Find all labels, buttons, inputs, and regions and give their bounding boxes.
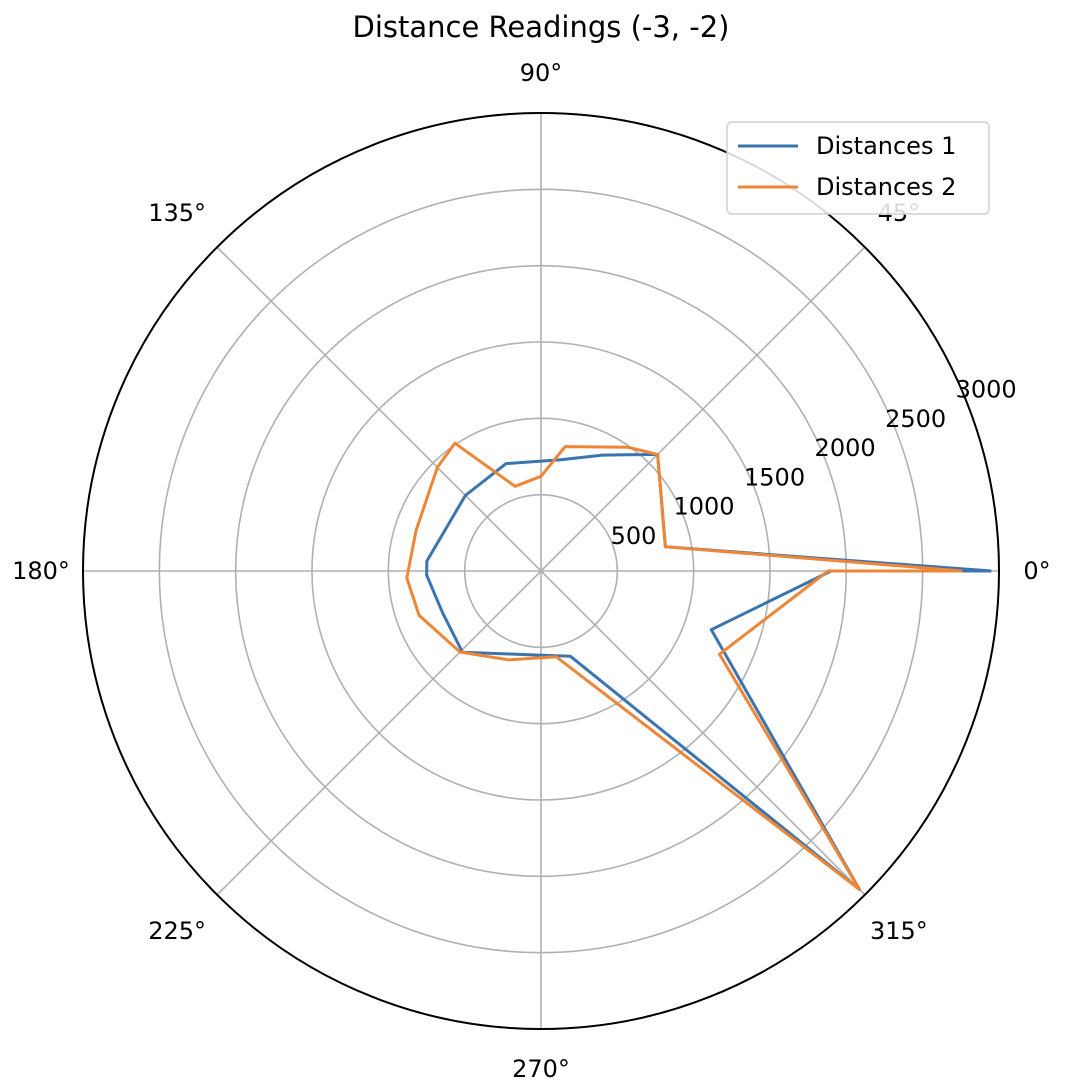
angular-tick-label: 315° — [870, 917, 928, 945]
radial-tick-label: 2500 — [885, 405, 946, 433]
legend-label-2: Distances 2 — [816, 173, 956, 201]
chart-title: Distance Readings (-3, -2) — [353, 10, 730, 44]
angular-tick-label: 90° — [520, 59, 563, 87]
angular-tick-label: 135° — [148, 199, 206, 227]
legend-label-1: Distances 1 — [816, 132, 956, 160]
polar-frame — [82, 112, 1000, 1030]
angular-gridline — [540, 246, 866, 572]
series-lines — [405, 441, 992, 891]
angular-tick-label: 0° — [1023, 557, 1050, 585]
angular-tick-label: 270° — [512, 1055, 570, 1083]
radial-tick-label: 3000 — [956, 376, 1017, 404]
radial-tick-label: 500 — [611, 522, 657, 550]
radial-tick-label: 1000 — [674, 493, 735, 521]
angular-tick-label: 180° — [12, 557, 70, 585]
angular-tick-label: 225° — [148, 917, 206, 945]
legend: Distances 1 Distances 2 — [726, 121, 990, 215]
angular-gridline — [540, 570, 866, 896]
radial-tick-label: 2000 — [815, 434, 876, 462]
angular-gridline — [216, 246, 542, 572]
polar-outer-frame — [82, 112, 1000, 1030]
angular-gridline — [216, 570, 542, 896]
radial-tick-label: 1500 — [744, 463, 805, 491]
series-line-2 — [405, 441, 963, 891]
tick-labels: 0°45°90°135°180°225°270°315°500100015002… — [12, 59, 1051, 1083]
